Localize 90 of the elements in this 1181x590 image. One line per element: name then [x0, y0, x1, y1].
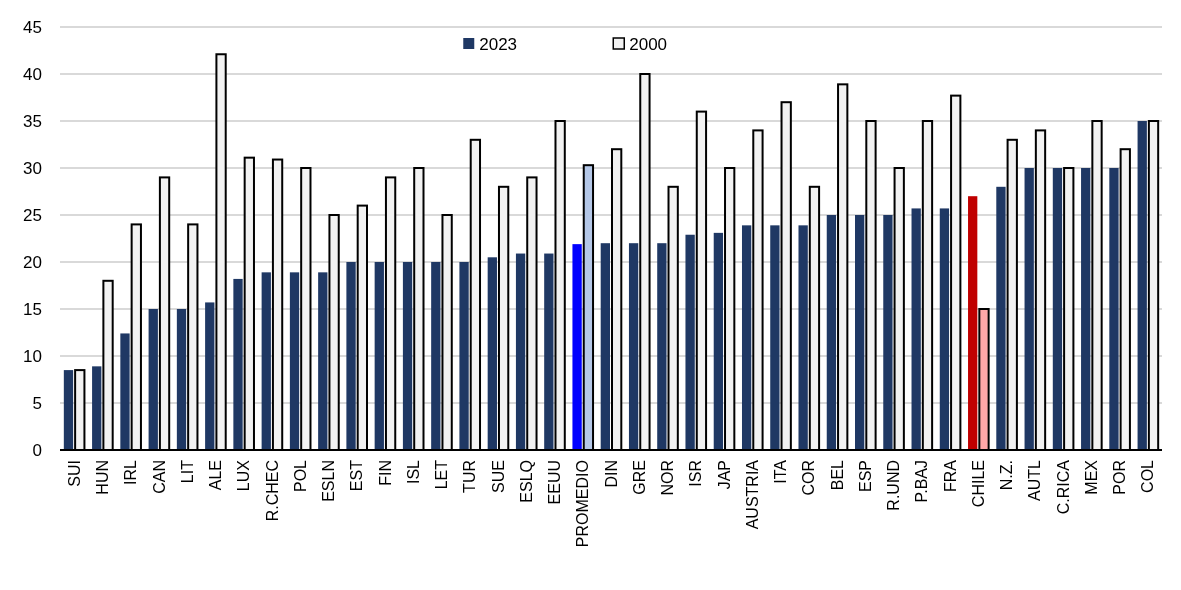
bar	[855, 215, 865, 450]
bar	[657, 243, 667, 450]
x-tick-label: ISL	[404, 459, 422, 485]
x-tick-label: AUTL	[1026, 459, 1044, 501]
bar	[487, 257, 497, 450]
bar	[685, 234, 695, 450]
x-tick-label: PROMEDIO	[574, 460, 592, 548]
legend-label: 2000	[629, 34, 668, 54]
bar	[1052, 168, 1063, 450]
bar	[515, 253, 526, 450]
x-tick-label: N.Z.	[998, 460, 1016, 491]
bar	[205, 302, 215, 450]
bar	[148, 309, 158, 450]
bar	[600, 243, 610, 450]
bar	[431, 262, 441, 450]
bar	[1109, 168, 1119, 450]
x-tick-label: HUN	[93, 460, 111, 495]
y-tick-label: 25	[23, 205, 42, 225]
x-tick-label: LET	[433, 459, 451, 490]
x-tick-label: GRE	[630, 460, 648, 495]
bar	[572, 244, 582, 450]
x-tick-label: C.RICA	[1054, 459, 1072, 515]
legend-label: 2023	[479, 34, 518, 54]
x-tick-label: FRA	[941, 459, 959, 492]
x-tick-label: CAN	[150, 460, 168, 494]
x-tick-label: R.CHEC	[263, 460, 281, 522]
bar	[996, 186, 1006, 450]
bar	[911, 208, 921, 450]
x-tick-label: ISR	[687, 460, 705, 487]
bar	[374, 262, 384, 450]
x-tick-label: ALE	[207, 460, 225, 491]
bar	[289, 272, 300, 450]
bar	[402, 262, 413, 450]
x-tick-label: ESP	[856, 460, 874, 493]
bar	[1137, 121, 1147, 450]
bar	[120, 333, 130, 450]
bar	[261, 272, 271, 450]
bar	[544, 253, 554, 450]
bar	[1024, 168, 1034, 450]
bar	[459, 262, 469, 450]
x-tick-label: ITA	[772, 459, 790, 484]
x-tick-label: AUSTRIA	[743, 459, 761, 530]
x-tick-label: R.UND	[885, 460, 903, 511]
bar	[92, 366, 102, 450]
bar	[318, 272, 328, 450]
x-tick-label: SUE	[489, 460, 507, 493]
bar	[1081, 168, 1091, 450]
y-tick-label: 15	[23, 299, 42, 319]
bar	[968, 196, 978, 450]
x-tick-label: EST	[348, 459, 366, 492]
bar	[713, 232, 724, 450]
bar	[770, 225, 780, 450]
x-tick-label: ESLQ	[517, 460, 535, 503]
x-tick-label: SUI	[65, 460, 83, 487]
x-tick-label: FIN	[376, 460, 394, 486]
x-tick-label: IRL	[122, 459, 140, 485]
x-tick-label: LUX	[235, 459, 253, 492]
bar	[883, 215, 893, 450]
bar	[826, 215, 837, 450]
x-tick-label: DIN	[602, 460, 620, 488]
x-tick-label: P.BAJ	[913, 460, 931, 503]
x-tick-label: POL	[291, 459, 309, 493]
x-tick-label: CHILE	[969, 460, 987, 508]
x-tick-label: TUR	[461, 460, 479, 493]
y-tick-label: 40	[23, 64, 42, 84]
x-tick-label: EEUU	[546, 460, 564, 505]
bar	[741, 225, 752, 450]
bar	[628, 243, 639, 450]
x-tick-label: COR	[800, 460, 818, 496]
x-tick-label: COL	[1139, 459, 1157, 493]
x-tick-label: MEX	[1082, 459, 1100, 495]
x-tick-label: NOR	[659, 460, 677, 496]
y-tick-label: 30	[23, 158, 42, 178]
y-tick-label: 20	[23, 252, 42, 272]
y-tick-label: 0	[32, 440, 42, 460]
x-tick-label: BEL	[828, 459, 846, 491]
bar	[939, 208, 950, 450]
bar	[233, 278, 243, 450]
bar	[346, 262, 356, 450]
bar	[176, 309, 187, 450]
y-tick-label: 45	[23, 17, 42, 37]
x-tick-label: POR	[1111, 460, 1129, 495]
x-tick-label: LIT	[178, 459, 196, 484]
bar	[63, 370, 74, 450]
bar	[798, 225, 808, 450]
x-tick-label: ESLN	[320, 460, 338, 502]
y-tick-label: 35	[23, 111, 42, 131]
y-tick-label: 5	[32, 393, 42, 413]
y-tick-label: 10	[23, 346, 42, 366]
x-tick-label: JAP	[715, 460, 733, 490]
